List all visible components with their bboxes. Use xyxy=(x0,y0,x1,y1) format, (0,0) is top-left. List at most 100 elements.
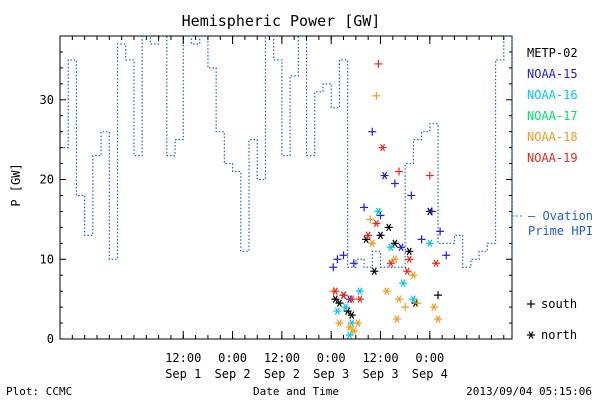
data-point-north xyxy=(335,319,344,327)
data-point-north xyxy=(434,315,443,323)
ovation-legend-line: — Ovation xyxy=(528,209,593,223)
x-tick-day-label: Sep 2 xyxy=(215,367,251,381)
data-point-north xyxy=(382,287,391,295)
ovation-prime-hpi-line xyxy=(60,35,513,268)
legend-item-noaa-17: NOAA-17 xyxy=(527,109,578,123)
legend: METP-02 NOAA-15 NOAA-16 NOAA-17 NOAA-18 NOAA-… xyxy=(527,46,578,165)
series-noaa-16 xyxy=(333,207,434,339)
data-point-north xyxy=(368,239,377,248)
data-point-north xyxy=(390,255,399,264)
data-point-north xyxy=(409,295,418,303)
data-point-south xyxy=(329,263,338,272)
data-point-north xyxy=(333,307,342,315)
y-tick-label: 0 xyxy=(47,332,54,346)
y-tick-label: 10 xyxy=(40,252,54,266)
chart-title: Hemispheric Power [GW] xyxy=(182,12,381,30)
x-tick-time-label: 12:00 xyxy=(362,351,398,365)
data-point-south xyxy=(368,127,377,136)
data-point-north xyxy=(405,247,414,256)
x-tick-time-label: 0:00 xyxy=(218,351,247,365)
data-point-north xyxy=(372,219,381,228)
data-point-south xyxy=(374,59,383,68)
series-noaa-18 xyxy=(329,91,443,335)
data-point-north xyxy=(355,295,364,303)
marker-key: south north xyxy=(527,297,577,342)
x-tick-day-label: Sep 3 xyxy=(313,367,349,381)
y-axis-ticks: 0 10 20 30 xyxy=(40,51,512,346)
series-noaa-19 xyxy=(331,59,440,303)
data-point-north xyxy=(399,279,408,287)
data-point-north xyxy=(331,287,340,295)
data-point-north xyxy=(347,311,356,319)
data-point-south xyxy=(413,299,422,308)
x-axis-label: Date and Time xyxy=(253,385,339,398)
data-point-north xyxy=(431,259,440,268)
data-point-south xyxy=(339,251,348,260)
data-point-south xyxy=(360,203,369,212)
data-point-south xyxy=(436,227,445,236)
legend-item-noaa-18: NOAA-18 xyxy=(527,130,578,144)
x-tick-day-label: Sep 2 xyxy=(264,367,300,381)
plot-area-border xyxy=(59,35,513,340)
data-point-south xyxy=(395,167,403,176)
data-point-south xyxy=(434,291,443,300)
data-point-north xyxy=(378,143,387,152)
data-point-north xyxy=(390,239,399,248)
data-point-south xyxy=(401,303,410,312)
data-point-north xyxy=(345,331,354,339)
legend-item-noaa-19: NOAA-19 xyxy=(527,151,578,165)
data-point-north xyxy=(429,303,438,311)
data-point-south xyxy=(366,215,375,224)
data-markers xyxy=(329,59,451,339)
y-tick-label: 20 xyxy=(40,173,54,187)
ovation-step-path xyxy=(60,35,513,268)
ovation-legend-line: Prime HPI xyxy=(528,224,593,238)
plot-source: Plot: CCMC xyxy=(6,385,72,398)
marker-key-label: south xyxy=(541,297,577,311)
data-point-north xyxy=(384,223,393,232)
data-point-north xyxy=(386,243,395,252)
x-axis-ticks: 12:00 Sep 1 0:00 Sep 2 12:00 Sep 2 0:00 Sep 3 12… xyxy=(71,36,505,381)
marker-key-north-symbol xyxy=(527,331,535,339)
plot-timestamp: 2013/09/04 05:15:06 xyxy=(466,385,592,398)
legend-item-noaa-15: NOAA-15 xyxy=(527,67,578,81)
data-point-north xyxy=(364,231,373,240)
plot-frame xyxy=(59,35,513,340)
data-point-north xyxy=(403,267,412,276)
data-point-south xyxy=(427,207,436,216)
data-point-north xyxy=(395,295,403,303)
data-point-south xyxy=(333,255,342,264)
data-point-north xyxy=(349,327,358,335)
marker-key-label: north xyxy=(541,328,577,342)
data-point-north xyxy=(347,295,356,303)
data-point-south xyxy=(376,211,385,220)
data-point-south xyxy=(390,179,399,188)
x-tick-day-label: Sep 4 xyxy=(412,367,448,381)
data-point-south xyxy=(417,235,426,244)
legend-item-metp-02: METP-02 xyxy=(527,46,578,60)
legend-item-noaa-16: NOAA-16 xyxy=(527,88,578,102)
data-point-north xyxy=(370,267,379,276)
data-point-north xyxy=(345,323,354,331)
data-point-north xyxy=(331,295,340,303)
data-point-south xyxy=(349,259,358,268)
y-tick-label: 30 xyxy=(40,93,54,107)
data-point-north xyxy=(392,315,401,323)
data-point-south xyxy=(372,91,381,100)
x-tick-day-label: Sep 3 xyxy=(362,367,398,381)
data-point-north xyxy=(355,287,364,295)
data-point-north xyxy=(386,259,395,268)
data-point-north xyxy=(339,291,348,299)
y-axis-label: P [GW] xyxy=(9,163,23,206)
x-tick-day-label: Sep 1 xyxy=(165,367,201,381)
data-point-north xyxy=(405,255,414,264)
data-point-north xyxy=(374,207,383,216)
data-point-north xyxy=(409,271,418,280)
x-tick-time-label: 12:00 xyxy=(165,351,201,365)
data-point-north xyxy=(425,239,434,248)
data-point-north xyxy=(341,303,350,311)
data-point-south xyxy=(407,191,416,200)
data-point-north xyxy=(397,243,406,252)
